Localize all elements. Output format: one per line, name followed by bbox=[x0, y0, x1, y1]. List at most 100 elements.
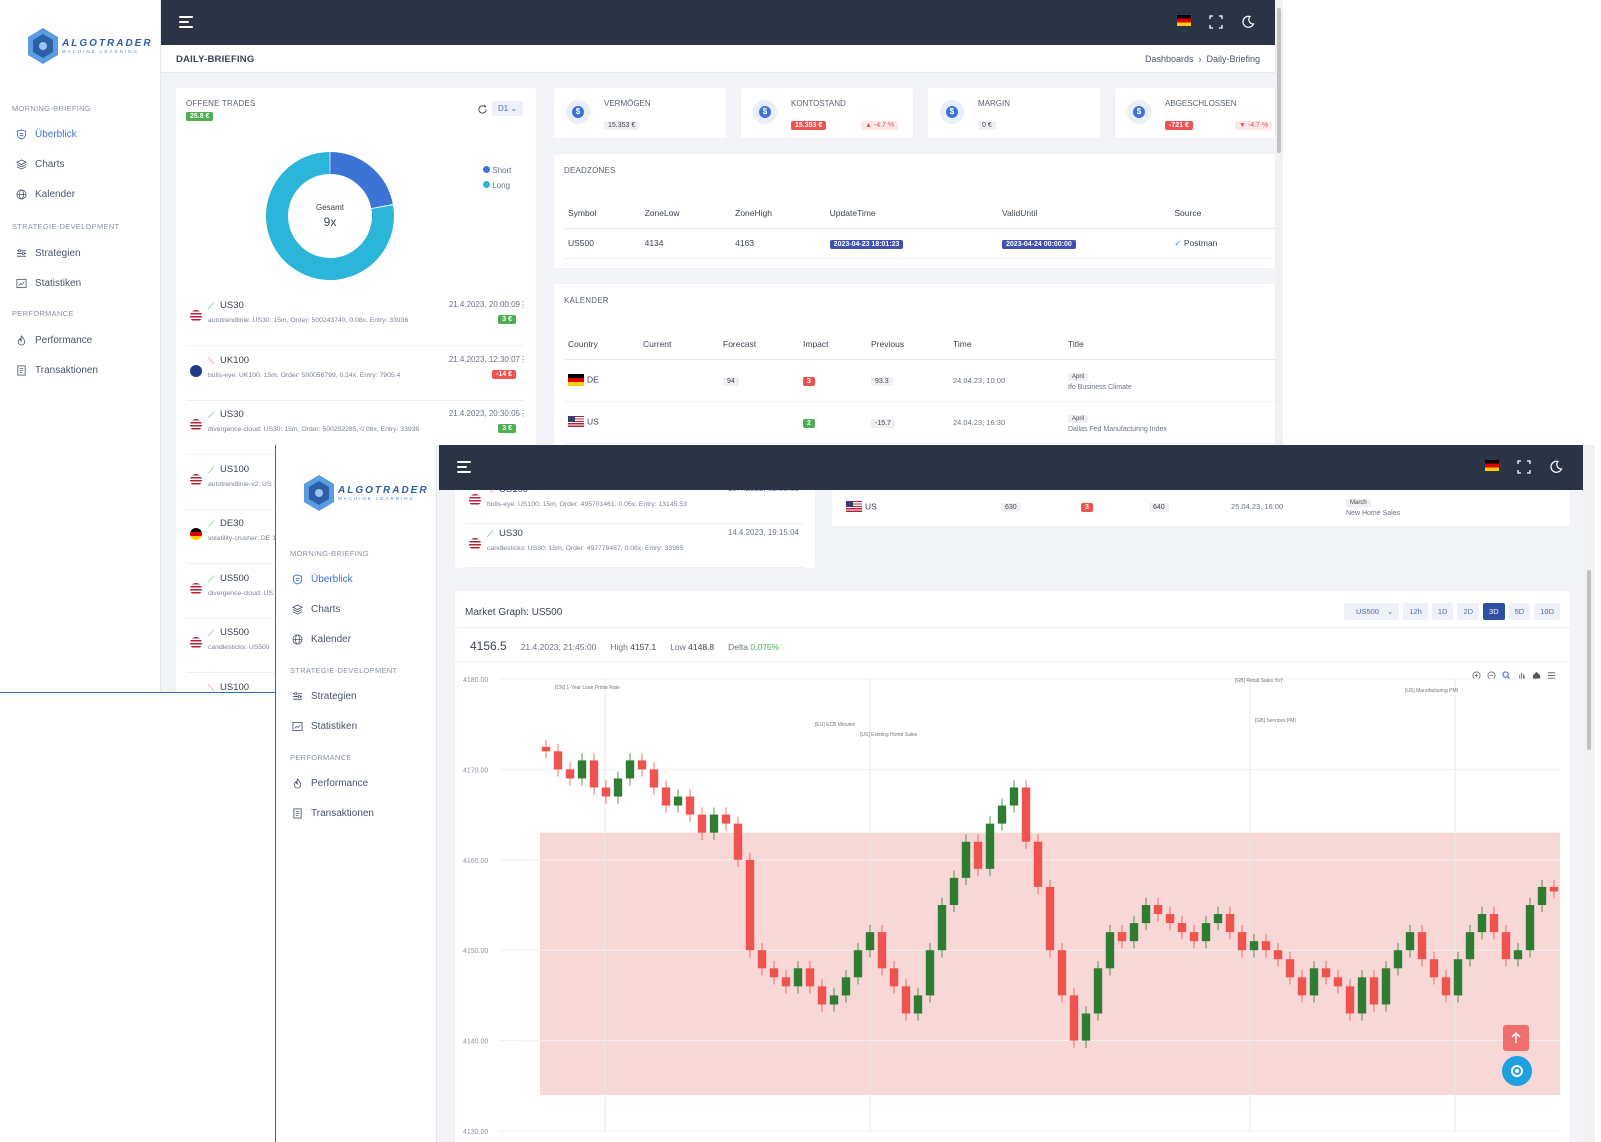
deadzones-card: DEADZONES Symbol ZoneLow ZoneHigh UpdateTim… bbox=[554, 154, 1283, 268]
candle bbox=[1525, 905, 1535, 951]
candle bbox=[1189, 932, 1199, 942]
table-row[interactable]: DE 94 3 93.3 24.04.23, 10:00 April Ifo Bu… bbox=[564, 359, 1278, 402]
candle bbox=[1237, 932, 1247, 951]
donut-slice-short[interactable] bbox=[329, 152, 393, 209]
y-tick-label: 4140.00 bbox=[463, 1039, 488, 1046]
kpi-label: ABGESCHLOSSEN bbox=[1165, 99, 1237, 108]
tf-button-3d[interactable]: 3D bbox=[1483, 603, 1505, 620]
logo[interactable]: ALGOTRADER MACHINE LEARNING bbox=[28, 28, 153, 64]
candle bbox=[577, 760, 587, 779]
low-value: 4148.8 bbox=[688, 642, 715, 652]
open-trades-total-badge: 25.8 € bbox=[186, 112, 214, 121]
column-header[interactable]: ZoneLow bbox=[640, 198, 732, 229]
scrollbar[interactable] bbox=[1583, 445, 1595, 1142]
sidebar-item-kalender[interactable]: Kalender bbox=[16, 189, 75, 200]
shield-icon bbox=[16, 129, 27, 140]
home-icon[interactable] bbox=[1532, 671, 1541, 680]
kpi-value: 15.353 € bbox=[791, 121, 827, 130]
candlestick-chart[interactable]: 4180.00 4170.00 4160.00 4150.00 4140.00 4130.… bbox=[455, 669, 1570, 1142]
column-header[interactable]: Forecast bbox=[719, 329, 799, 360]
scrollbar[interactable] bbox=[1275, 0, 1283, 692]
moon-icon[interactable] bbox=[1241, 15, 1255, 29]
sidebar-item-charts[interactable]: Charts bbox=[292, 604, 340, 615]
legend-long[interactable]: Long bbox=[483, 178, 511, 193]
chart-menu-icon[interactable] bbox=[1547, 671, 1556, 680]
language-flag-icon[interactable] bbox=[1177, 15, 1191, 26]
refresh-icon[interactable] bbox=[477, 104, 488, 115]
tf-button-10d[interactable]: 10D bbox=[1534, 603, 1560, 620]
sidebar-item-ueberblick[interactable]: Überblick bbox=[292, 574, 353, 585]
column-header[interactable]: ZoneHigh bbox=[731, 198, 826, 229]
column-header[interactable]: Current bbox=[639, 329, 719, 360]
forecast-value: 630 bbox=[1001, 503, 1021, 513]
menu-toggle-icon[interactable] bbox=[457, 461, 471, 473]
trade-symbol: DE30 bbox=[220, 518, 244, 529]
list-item[interactable]: ⟋ US30 21.4.2023, 20:00:09 autotrendlini… bbox=[186, 298, 527, 346]
sidebar-item-statistiken[interactable]: Statistiken bbox=[16, 278, 81, 289]
column-header[interactable]: UpdateTime bbox=[825, 198, 999, 229]
low-label: Low bbox=[670, 642, 686, 652]
table-header-row: Country Current Forecast Impact Previous Time… bbox=[564, 329, 1278, 360]
breadcrumb-dashboards[interactable]: Dashboards bbox=[1144, 54, 1194, 64]
timeframe-select[interactable]: D1 ⌄ bbox=[492, 101, 524, 116]
sidebar-item-statistiken[interactable]: Statistiken bbox=[292, 721, 357, 732]
column-header[interactable]: Symbol bbox=[564, 198, 641, 229]
candle bbox=[889, 968, 899, 987]
list-item[interactable]: ⟋ US30 14.4.2023, 19:15:04 candlesticks:… bbox=[465, 526, 803, 568]
trade-description: bulls-eye: US100: 15m, Order: 495701461,… bbox=[487, 501, 687, 508]
table-row[interactable]: US 630 3 640 25.04.23, 16:00 March New Ho… bbox=[842, 490, 1560, 529]
tf-button-1d[interactable]: 1D bbox=[1431, 603, 1454, 620]
candle bbox=[829, 995, 839, 1005]
sidebar-item-charts[interactable]: Charts bbox=[16, 159, 64, 170]
table-row[interactable]: US500 4134 4163 2023-04-23 18:01:23 2023-04-… bbox=[564, 228, 1278, 259]
column-header[interactable]: ValidUntil bbox=[998, 198, 1171, 229]
sliders-icon bbox=[16, 249, 27, 257]
kebab-menu-icon[interactable]: ⋮ bbox=[519, 300, 527, 309]
column-header[interactable]: Impact bbox=[799, 329, 867, 360]
candle bbox=[1213, 914, 1223, 924]
list-item[interactable]: ⟍ US100 bulls-eye: US100: 1! bbox=[186, 680, 524, 692]
donut-slice-long[interactable] bbox=[266, 152, 394, 280]
sidebar-item-label: Kalender bbox=[35, 189, 76, 200]
list-item[interactable]: ⟍ UK100 21.4.2023, 12:30:07 bulls-eye: U… bbox=[186, 353, 527, 401]
sidebar-item-performance[interactable]: Performance bbox=[16, 335, 92, 346]
trade-description: volatility-crusher: DE 15994.8 bbox=[208, 535, 297, 542]
sidebar-item-transaktionen[interactable]: Transaktionen bbox=[16, 365, 98, 376]
scroll-top-button[interactable] bbox=[1503, 1025, 1529, 1051]
sidebar-item-transaktionen[interactable]: Transaktionen bbox=[292, 808, 374, 819]
settings-button[interactable] bbox=[1502, 1056, 1532, 1086]
pan-hand-icon[interactable] bbox=[1517, 671, 1526, 680]
menu-toggle-icon[interactable] bbox=[179, 16, 193, 28]
candle bbox=[1345, 986, 1355, 1014]
column-header[interactable]: Time bbox=[949, 329, 1064, 360]
sidebar-item-strategien[interactable]: Strategien bbox=[16, 248, 81, 259]
column-header[interactable]: Title bbox=[1064, 329, 1278, 360]
tf-button-2d[interactable]: 2D bbox=[1457, 603, 1480, 620]
column-header[interactable]: Country bbox=[564, 329, 639, 360]
tf-button-12h[interactable]: 12h bbox=[1403, 603, 1428, 620]
fullscreen-icon[interactable] bbox=[1209, 15, 1223, 29]
trend-up-icon: ⟋ bbox=[487, 529, 494, 539]
sidebar-item-ueberblick[interactable]: Überblick bbox=[16, 129, 77, 140]
kebab-menu-icon[interactable]: ⋮ bbox=[519, 409, 527, 418]
candle bbox=[733, 823, 743, 860]
fullscreen-icon[interactable] bbox=[1517, 460, 1531, 474]
tf-button-5d[interactable]: 5D bbox=[1508, 603, 1531, 620]
candle bbox=[613, 778, 623, 797]
language-flag-icon[interactable] bbox=[1485, 460, 1499, 471]
sidebar-item-strategien[interactable]: Strategien bbox=[292, 691, 357, 702]
table-row[interactable]: US 2 -15.7 24.04.23, 16:30 April Dallas F… bbox=[564, 401, 1278, 444]
legend-short[interactable]: Short bbox=[483, 163, 511, 178]
column-header[interactable]: Source bbox=[1170, 198, 1278, 229]
trend-up-icon: ⟋ bbox=[208, 573, 215, 584]
trade-symbol: US500 bbox=[220, 627, 250, 638]
sidebar-item-kalender[interactable]: Kalender bbox=[292, 634, 351, 645]
symbol-select[interactable]: US500 ⌄ bbox=[1344, 603, 1400, 620]
candle bbox=[1429, 959, 1439, 978]
logo[interactable]: ALGOTRADER MACHINE LEARNING bbox=[304, 475, 429, 511]
column-header[interactable]: Previous bbox=[867, 329, 949, 360]
sidebar-item-performance[interactable]: Performance bbox=[292, 778, 368, 789]
list-item[interactable]: ⟍ US100 10.4.2023, 02:30:05 bulls-eye: U… bbox=[465, 490, 803, 524]
moon-icon[interactable] bbox=[1549, 460, 1563, 474]
kebab-menu-icon[interactable]: ⋮ bbox=[519, 354, 527, 364]
